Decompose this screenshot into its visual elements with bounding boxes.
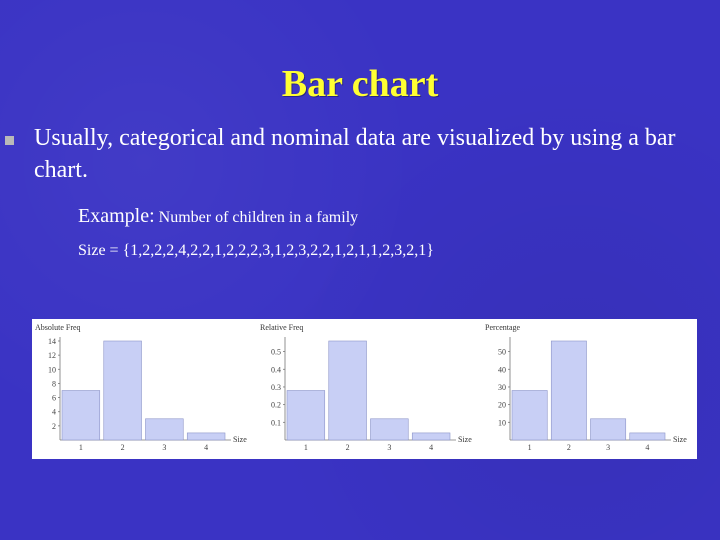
absolute-freq-ytick-label: 8 [52,379,56,388]
example-label: Example: [78,205,155,227]
absolute-freq-category-label: 1 [79,443,83,452]
percentage-category-label: 3 [606,443,610,452]
absolute-freq-ytick-label: 14 [48,337,56,346]
percentage-bar-2 [550,340,587,441]
size-set: Size = {1,2,2,2,4,2,2,1,2,2,2,3,1,2,3,2,… [78,242,434,259]
slide-title: Bar chart [281,63,439,105]
percentage-ytick-label: 50 [498,348,506,357]
chart-percentage: Percentage 10 20 30 40 50 1 2 3 4 Size [482,319,707,459]
relative-freq-category-label: 3 [387,443,391,452]
percentage-ylabel: Percentage [485,323,521,332]
absolute-freq-ylabel: Absolute Freq [35,323,81,332]
percentage-ytick-label: 10 [498,418,506,427]
absolute-freq-ytick-label: 2 [52,422,56,431]
relative-freq-ylabel: Relative Freq [260,323,303,332]
percentage-bar-1 [511,390,548,441]
percentage-ytick-label: 40 [498,365,506,374]
relative-freq-bar-3 [370,418,409,441]
absolute-freq-ytick-label: 12 [48,351,56,360]
absolute-freq-category-label: 2 [121,443,125,452]
relative-freq-ytick-label: 0.5 [271,348,281,357]
chart-absolute-freq: Absolute Freq 2 4 6 8 10 12 14 1 2 3 4 Size [32,319,257,459]
percentage-ytick-label: 30 [498,383,506,392]
relative-freq-category-label: 1 [304,443,308,452]
relative-freq-bar-1 [286,390,326,441]
absolute-freq-bar-1 [61,390,101,441]
absolute-freq-xlabel: Size [233,435,247,444]
absolute-freq-ytick-label: 10 [48,365,56,374]
percentage-category-label: 2 [567,443,571,452]
percentage-category-label: 1 [528,443,532,452]
bullet-text: Usually, categorical and nominal data ar… [34,125,676,183]
relative-freq-bar-4 [411,432,451,441]
bullet-marker [5,136,14,145]
percentage-xlabel: Size [673,435,687,444]
absolute-freq-ytick-label: 4 [52,408,56,417]
relative-freq-category-label: 2 [346,443,350,452]
relative-freq-ytick-label: 0.1 [271,418,281,427]
absolute-freq-bar-4 [186,432,226,441]
relative-freq-category-label: 4 [429,443,433,452]
relative-freq-xlabel: Size [458,435,472,444]
absolute-freq-category-label: 3 [162,443,166,452]
absolute-freq-category-label: 4 [204,443,208,452]
chart-relative-freq: Relative Freq 0.1 0.2 0.3 0.4 0.5 1 2 3 4 Size [257,319,482,459]
percentage-category-label: 4 [645,443,649,452]
absolute-freq-ytick-label: 6 [52,394,56,403]
absolute-freq-bar-2 [103,340,142,441]
charts-panel: Absolute Freq 2 4 6 8 10 12 14 1 2 3 4 Size Relative… [32,319,697,459]
chart-relative-freq-svg: Relative Freq 0.1 0.2 0.3 0.4 0.5 1 2 3 4 Size [260,323,472,452]
percentage-bar-3 [590,418,627,441]
relative-freq-ytick-label: 0.3 [271,383,281,392]
relative-freq-bar-2 [328,340,367,441]
relative-freq-ytick-label: 0.2 [271,401,281,410]
example-text: Number of children in a family [158,209,359,226]
relative-freq-ytick-label: 0.4 [271,365,281,374]
chart-percentage-svg: Percentage 10 20 30 40 50 1 2 3 4 Size [485,323,687,452]
absolute-freq-bar-3 [145,418,184,441]
percentage-ytick-label: 20 [498,401,506,410]
percentage-bar-4 [629,432,666,441]
example-line: Example: Number of children in a family [78,205,358,228]
